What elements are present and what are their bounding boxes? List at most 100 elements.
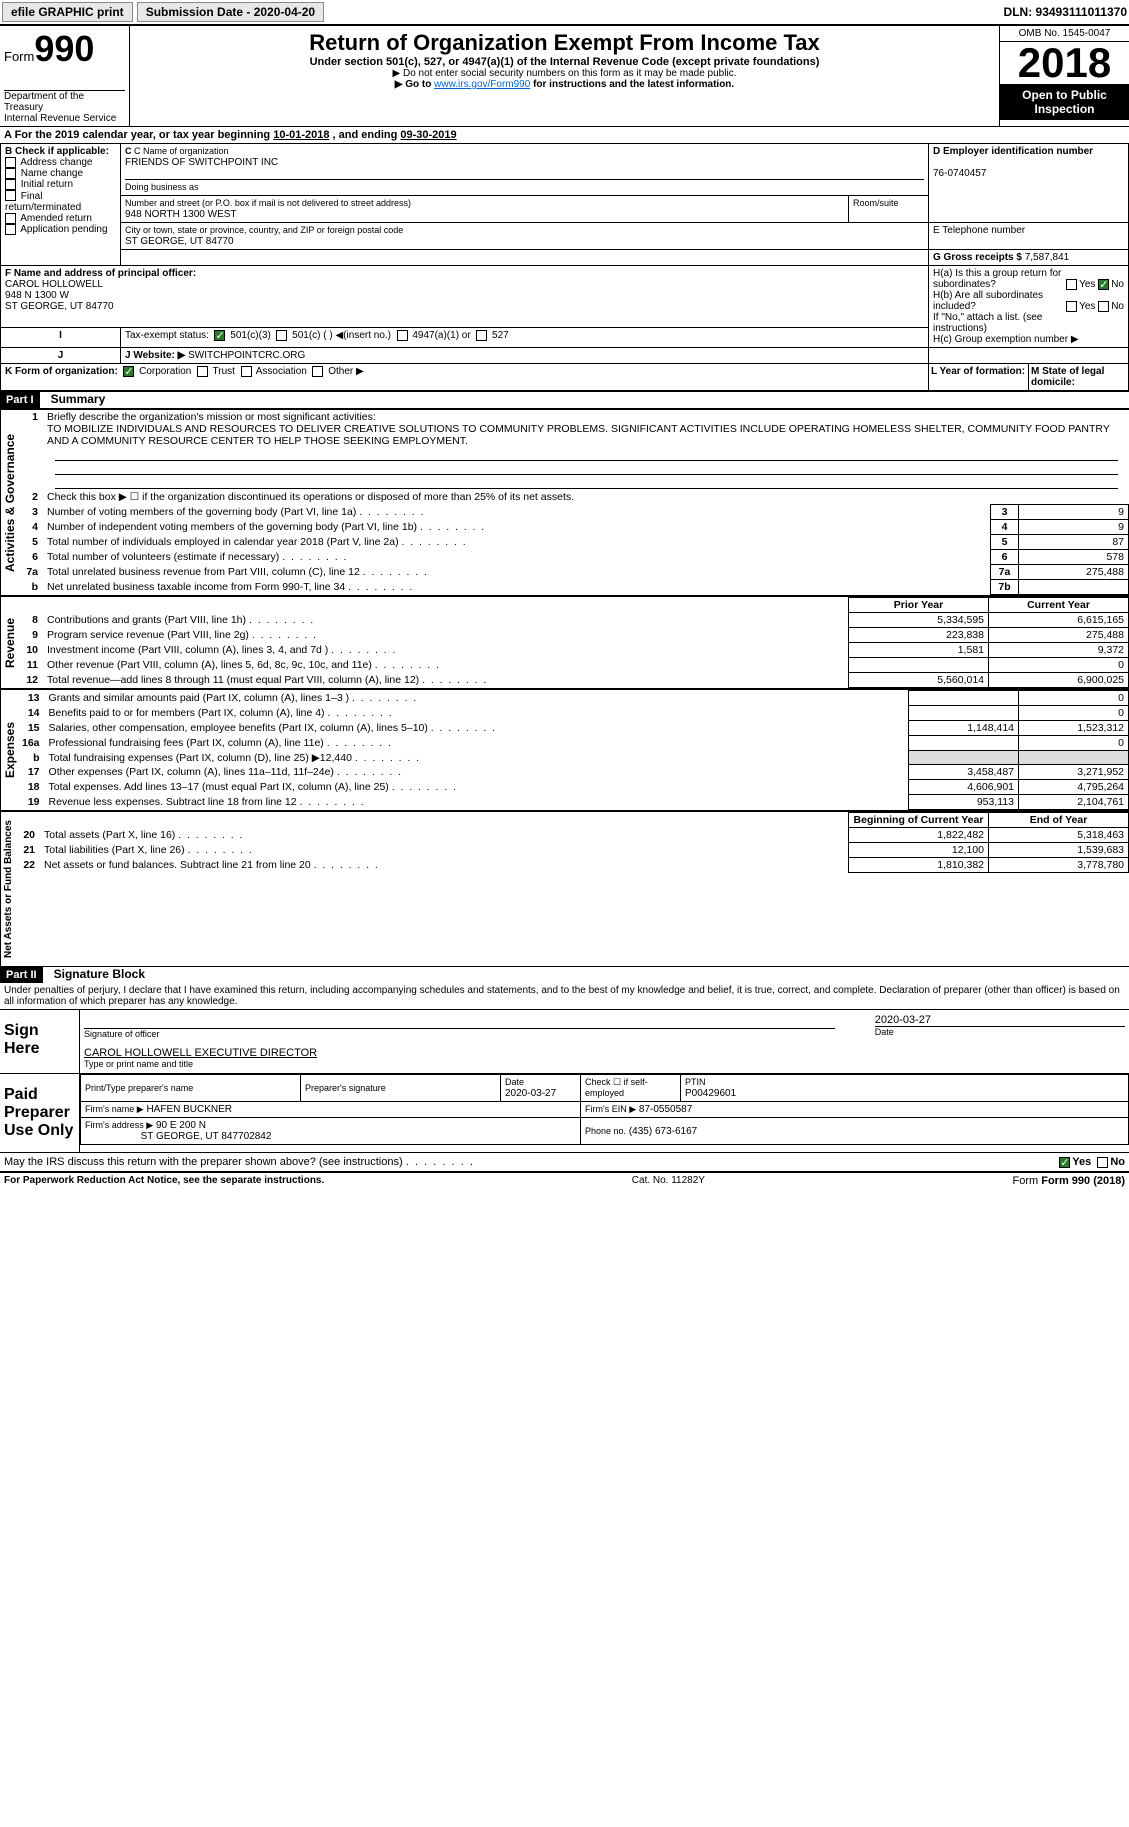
footer-left: For Paperwork Reduction Act Notice, see … [4,1175,324,1187]
prep-sig-label: Preparer's signature [305,1083,386,1093]
firm-city: ST GEORGE, UT 847702842 [141,1131,272,1142]
sig-officer-caption: Signature of officer [84,1029,835,1039]
discuss-yes-checkbox[interactable] [1059,1157,1070,1168]
part1-header-row: Part I Summary [0,391,1129,408]
efile-button[interactable]: efile GRAPHIC print [2,2,133,22]
officer-addr1: 948 N 1300 W [5,290,69,301]
sign-here-label: Sign Here [0,1010,80,1073]
period-a: A For the 2019 calendar year, or tax yea… [4,129,273,141]
addr-label: Number and street (or P.O. box if mail i… [125,198,411,208]
sig-date: 2020-03-27 [875,1014,1125,1026]
eoy-header: End of Year [989,813,1129,828]
website-label: J Website: ▶ [125,350,185,361]
street-addr: 948 NORTH 1300 WEST [125,209,237,220]
h-c: H(c) Group exemption number ▶ [933,334,1079,345]
dba-label: Doing business as [125,182,199,192]
formorg-checkbox[interactable] [123,366,134,377]
h-note: If "No," attach a list. (see instruction… [933,312,1042,334]
period-row: A For the 2019 calendar year, or tax yea… [0,126,1129,143]
inspection-label: Open to Public Inspection [1000,84,1129,120]
formorg-checkbox[interactable] [197,366,208,377]
prep-date: 2020-03-27 [505,1088,556,1099]
name-label: C Name of organization [134,146,229,156]
part1-title: Summary [51,392,106,406]
period-begin: 10-01-2018 [273,129,329,141]
firm-ein: 87-0550587 [639,1104,692,1115]
prep-name-label: Print/Type preparer's name [85,1083,193,1093]
footer: For Paperwork Reduction Act Notice, see … [0,1171,1129,1189]
boxb-checkbox[interactable] [5,213,16,224]
perjury-text: Under penalties of perjury, I declare th… [0,983,1129,1009]
ha-no-checkbox[interactable] [1098,279,1109,290]
box-b-label: B Check if applicable: [5,146,109,157]
hb-no-checkbox[interactable] [1098,301,1109,312]
box-g-label: G Gross receipts $ [933,252,1025,263]
footer-center: Cat. No. 11282Y [632,1175,705,1187]
note-ssn: ▶ Do not enter social security numbers o… [134,68,995,79]
discuss-no-checkbox[interactable] [1097,1157,1108,1168]
ptin-label: PTIN [685,1077,706,1087]
ha-yes-checkbox[interactable] [1066,279,1077,290]
expenses-vertical-label: Expenses [0,690,19,810]
phone-value: (435) 673-6167 [629,1126,697,1137]
form-title: Return of Organization Exempt From Incom… [134,30,995,56]
form-header: Form990 Department of the Treasury Inter… [0,24,1129,126]
gross-receipts: 7,587,841 [1025,252,1070,263]
submission-button[interactable]: Submission Date - 2020-04-20 [137,2,324,22]
department-label: Department of the Treasury Internal Reve… [4,91,125,124]
dln-label: DLN: 93493111011370 [1004,5,1127,19]
ptin-value: P00429601 [685,1088,736,1099]
box-f-label: F Name and address of principal officer: [5,268,196,279]
boxb-checkbox[interactable] [5,224,16,235]
hb-yes-checkbox[interactable] [1066,301,1077,312]
may-irs-text: May the IRS discuss this return with the… [4,1156,473,1168]
boy-header: Beginning of Current Year [849,813,989,828]
formorg-checkbox[interactable] [312,366,323,377]
part2-header-row: Part II Signature Block [0,966,1129,983]
city-value: ST GEORGE, UT 84770 [125,236,234,247]
firm-name: HAFEN BUCKNER [146,1104,232,1115]
phone-label: Phone no. [585,1126,626,1136]
paid-preparer-label: Paid Preparer Use Only [0,1074,80,1152]
boxb-checkbox[interactable] [5,168,16,179]
period-b: , and ending [329,129,400,141]
taxexempt-checkbox[interactable] [214,330,225,341]
note-goto-prefix: ▶ Go to [395,79,434,90]
prior-year-header: Prior Year [849,598,989,613]
topbar: efile GRAPHIC print Submission Date - 20… [0,0,1129,24]
formorg-checkbox[interactable] [241,366,252,377]
netassets-vertical-label: Net Assets or Fund Balances [0,812,16,966]
mission-text: TO MOBILIZE INDIVIDUALS AND RESOURCES TO… [47,423,1110,447]
officer-name: CAROL HOLLOWELL [5,279,103,290]
tax-year: 2018 [1000,42,1129,84]
taxexempt-checkbox[interactable] [476,330,487,341]
form-prefix: Form [4,49,34,64]
boxb-checkbox[interactable] [5,179,16,190]
website-value: SWITCHPOINTCRC.ORG [188,350,305,361]
h-a: H(a) Is this a group return for subordin… [933,268,1061,290]
taxexempt-checkbox[interactable] [276,330,287,341]
firm-name-label: Firm's name ▶ [85,1104,144,1114]
form-number: 990 [34,28,94,69]
name-title-caption: Type or print name and title [84,1059,1125,1069]
box-e-label: E Telephone number [933,225,1025,236]
room-label: Room/suite [853,198,899,208]
irs-link[interactable]: www.irs.gov/Form990 [434,79,530,90]
box-d-label: D Employer identification number [933,146,1093,157]
line2-text: Check this box ▶ ☐ if the organization d… [44,490,1129,505]
boxb-checkbox[interactable] [5,157,16,168]
period-end: 09-30-2019 [400,129,456,141]
info-table: B Check if applicable: Address change Na… [0,143,1129,391]
prep-date-label: Date [505,1077,524,1087]
box-k-label: K Form of organization: [5,366,118,377]
governance-vertical-label: Activities & Governance [0,410,19,595]
taxexempt-checkbox[interactable] [397,330,408,341]
firm-ein-label: Firm's EIN ▶ [585,1104,636,1114]
ein-value: 76-0740457 [933,168,986,179]
officer-addr2: ST GEORGE, UT 84770 [5,301,114,312]
boxb-checkbox[interactable] [5,190,16,201]
firm-addr: 90 E 200 N [156,1120,206,1131]
form-subtitle: Under section 501(c), 527, or 4947(a)(1)… [134,56,995,68]
part1-badge: Part I [0,392,40,408]
self-emp-label: Check ☐ if self-employed [585,1077,648,1098]
